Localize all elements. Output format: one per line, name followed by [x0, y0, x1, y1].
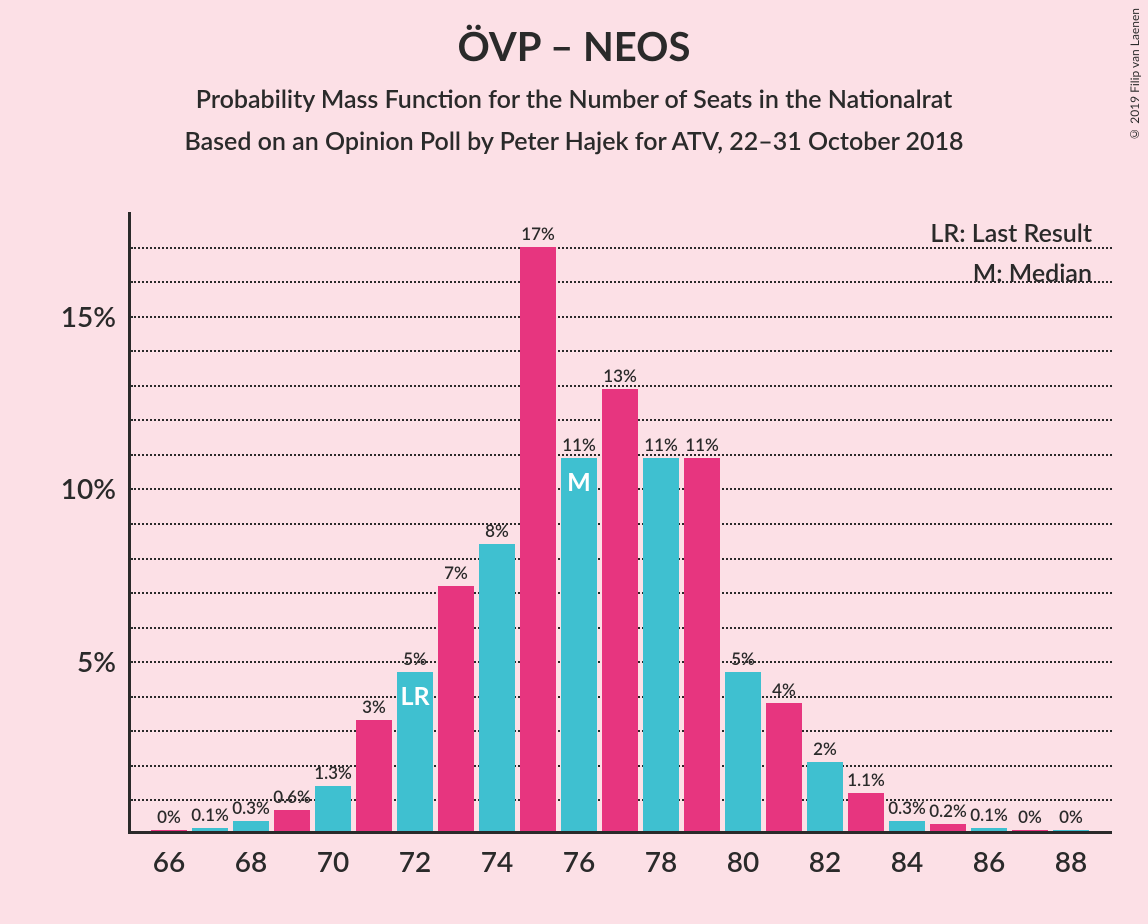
- bar-value-label: 3%: [362, 696, 386, 717]
- bar: [520, 247, 557, 831]
- bar-value-label: 0.3%: [888, 797, 926, 818]
- y-tick-label: 15%: [26, 299, 116, 333]
- y-tick-label: 10%: [26, 471, 116, 505]
- bar-value-label: 7%: [444, 562, 468, 583]
- bar-value-label: 1.3%: [314, 762, 352, 783]
- x-tick-label: 82: [809, 844, 841, 878]
- bar-value-label: 0%: [157, 806, 181, 827]
- bar-value-label: 0.1%: [191, 804, 229, 825]
- x-tick-label: 72: [399, 844, 431, 878]
- bar: [971, 828, 1008, 831]
- bar: [930, 824, 967, 831]
- x-tick-label: 74: [481, 844, 513, 878]
- bar: [274, 810, 311, 831]
- x-tick-label: 66: [153, 844, 185, 878]
- bar: [684, 458, 721, 831]
- x-tick-label: 88: [1055, 844, 1087, 878]
- legend-last-result: LR: Last Result: [930, 218, 1092, 248]
- x-axis-line: [128, 831, 1112, 834]
- bar: [233, 821, 270, 831]
- bar: [1053, 830, 1090, 831]
- chart-subtitle-1: Probability Mass Function for the Number…: [0, 70, 1148, 114]
- bar-value-label: 0.6%: [273, 786, 311, 807]
- x-tick-label: 78: [645, 844, 677, 878]
- bar-value-label: 11%: [685, 434, 719, 455]
- bar: [1012, 830, 1049, 831]
- bar: [192, 828, 229, 831]
- bar: [479, 544, 516, 831]
- bar-value-label: 17%: [521, 223, 555, 244]
- bar: [807, 762, 844, 831]
- bar-value-label: 4%: [772, 679, 796, 700]
- gridline: [131, 247, 1112, 249]
- bar-value-label: 5%: [403, 648, 427, 669]
- y-tick-label: 5%: [26, 644, 116, 678]
- x-tick-label: 68: [235, 844, 267, 878]
- bar: [151, 830, 188, 831]
- bar: [602, 389, 639, 831]
- chart-plot-area: LR: Last Result M: Median 5%10%15% 66687…: [128, 212, 1112, 834]
- copyright-text: © 2019 Filip van Laenen: [1127, 8, 1142, 142]
- bar: [315, 786, 352, 831]
- bar: [356, 720, 393, 831]
- bar-value-label: 0.3%: [232, 797, 270, 818]
- bar-value-label: 13%: [603, 365, 637, 386]
- bar-value-label: 0.2%: [929, 800, 967, 821]
- bar: [725, 672, 762, 831]
- bar-value-label: 5%: [731, 648, 755, 669]
- bar-value-label: 0.1%: [970, 804, 1008, 825]
- gridline: [131, 350, 1112, 352]
- x-tick-label: 84: [891, 844, 923, 878]
- bar-value-label: 0%: [1059, 806, 1083, 827]
- bar: [848, 793, 885, 831]
- bar-value-label: 0%: [1018, 806, 1042, 827]
- x-tick-label: 80: [727, 844, 759, 878]
- chart-subtitle-2: Based on an Opinion Poll by Peter Hajek …: [0, 114, 1148, 156]
- bar: [438, 586, 475, 831]
- bar: [766, 703, 803, 831]
- bar-value-label: 8%: [485, 520, 509, 541]
- gridline: [131, 316, 1112, 318]
- median-annotation: M: [567, 467, 591, 497]
- chart-legend: LR: Last Result M: Median: [930, 218, 1092, 298]
- gridline: [131, 281, 1112, 283]
- bar-value-label: 11%: [644, 434, 678, 455]
- bar-value-label: 11%: [562, 434, 596, 455]
- bar: [889, 821, 926, 831]
- x-tick-label: 70: [317, 844, 349, 878]
- last-result-annotation: LR: [400, 681, 429, 711]
- x-tick-label: 86: [973, 844, 1005, 878]
- bar-value-label: 2%: [813, 738, 837, 759]
- chart-title: ÖVP – NEOS: [0, 0, 1148, 70]
- bar: [561, 458, 598, 831]
- bar: [643, 458, 680, 831]
- x-tick-label: 76: [563, 844, 595, 878]
- bar-value-label: 1.1%: [847, 769, 885, 790]
- legend-median: M: Median: [930, 258, 1092, 288]
